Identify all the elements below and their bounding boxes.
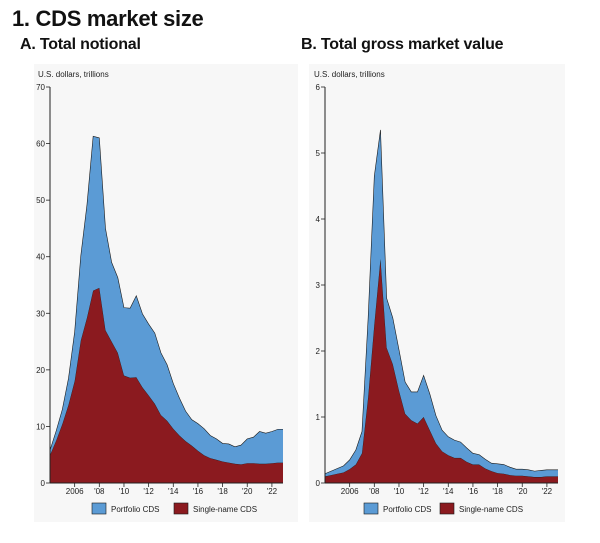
y-tick-label: 5 <box>316 149 321 158</box>
y-tick-label: 60 <box>36 140 45 149</box>
legend-swatch-single-name <box>173 502 189 515</box>
chart-panel-b: 0 1 2 3 4 5 6 2006 '08 '10 '12 '14 '16 '18 '20 '22 U.S. … <box>314 70 558 515</box>
y-tick-label: 0 <box>316 479 321 488</box>
x-tick-label: '18 <box>217 487 228 496</box>
x-tick-label: '20 <box>517 487 528 496</box>
panel-a-title: A. Total notional <box>20 36 141 53</box>
chart-panel-a: 0 10 20 30 40 50 60 70 2006 '08 '10 '12 '14 '16 '18 '20… <box>36 70 283 515</box>
x-tick-label: '10 <box>119 487 130 496</box>
x-tick-label: '10 <box>394 487 405 496</box>
legend-label-single-name: Single-name CDS <box>193 505 257 514</box>
x-tick-label: '08 <box>94 487 105 496</box>
x-tick-label: '14 <box>168 487 179 496</box>
legend-label-portfolio: Portfolio CDS <box>383 505 431 514</box>
x-tick-label: '20 <box>242 487 253 496</box>
x-tick-label: '12 <box>143 487 154 496</box>
y-tick-label: 1 <box>316 413 321 422</box>
area-outline-portfolio <box>324 129 558 475</box>
x-tick-label: '16 <box>468 487 479 496</box>
legend-swatch-portfolio <box>91 502 107 515</box>
legend-label-single-name: Single-name CDS <box>459 505 523 514</box>
x-tick-label: 2006 <box>341 487 359 496</box>
area-portfolio <box>50 136 283 465</box>
x-tick-label: '22 <box>267 487 278 496</box>
y-tick-label: 10 <box>36 422 45 431</box>
area-single-name <box>325 258 558 483</box>
y-tick-label: 3 <box>316 281 321 290</box>
x-tick-label: '18 <box>492 487 503 496</box>
y-tick-label: 20 <box>36 366 45 375</box>
x-tick-label: '14 <box>443 487 454 496</box>
y-tick-label: 40 <box>36 253 45 262</box>
y-axis-unit-label: U.S. dollars, trillions <box>314 70 385 79</box>
x-tick-label: '08 <box>369 487 380 496</box>
y-tick-label: 4 <box>316 215 321 224</box>
legend-swatch-single-name <box>439 502 455 515</box>
panel-b-title: B. Total gross market value <box>301 36 504 53</box>
area-portfolio <box>325 129 558 478</box>
y-tick-label: 70 <box>36 83 45 92</box>
y-tick-label: 50 <box>36 196 45 205</box>
y-tick-label: 30 <box>36 309 45 318</box>
x-tick-label: '16 <box>193 487 204 496</box>
y-tick-label: 6 <box>316 83 321 92</box>
x-tick-label: '12 <box>418 487 429 496</box>
y-tick-label: 0 <box>41 479 46 488</box>
y-axis-unit-label: U.S. dollars, trillions <box>38 70 109 79</box>
y-tick-label: 2 <box>316 347 321 356</box>
page-title: 1. CDS market size <box>12 6 204 31</box>
x-tick-label: '22 <box>542 487 553 496</box>
area-single-name <box>50 287 283 483</box>
legend-swatch-portfolio <box>363 502 379 515</box>
area-outline-portfolio <box>49 135 283 451</box>
x-tick-label: 2006 <box>66 487 84 496</box>
legend-label-portfolio: Portfolio CDS <box>111 505 159 514</box>
